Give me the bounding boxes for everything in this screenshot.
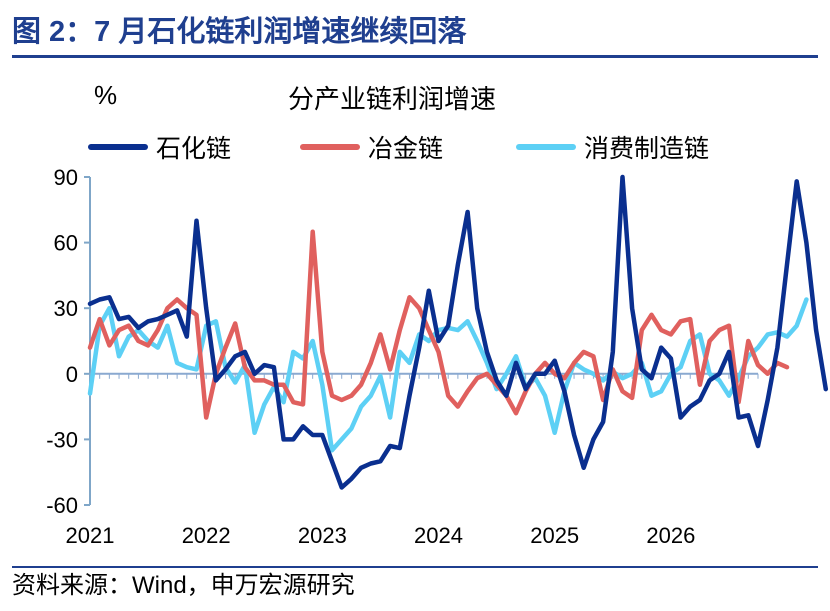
chart-title: 分产业链利润增速 [288,84,497,114]
x-tick-label: 2024 [414,523,463,548]
y-tick-label: 90 [54,165,78,190]
y-tick-label: 30 [54,296,78,321]
y-tick-label: 0 [66,362,78,387]
series-line-petrochemical [87,174,829,490]
legend-item-petrochemical: 石化链 [88,130,231,164]
x-tick-label: 2026 [646,523,695,548]
legend-swatch-consumer-manufacturing [516,144,576,150]
x-tick-label: 2023 [298,523,347,548]
y-axis-unit: % [94,80,118,110]
x-tick-label: 2022 [182,523,231,548]
y-tick-label: 60 [54,231,78,256]
series-line-metallurgy [87,229,790,420]
legend-label-petrochemical: 石化链 [156,135,232,163]
legend-label-consumer-manufacturing: 消费制造链 [584,135,710,163]
legend-swatch-petrochemical [88,144,148,150]
line-chart: 90 60 30 0 -30 -60 2021 2022 2023 2024 2025 2026 [46,165,829,548]
legend-swatch-metallurgy [300,144,360,150]
legend-item-metallurgy: 冶金链 [300,130,443,164]
legend-item-consumer-manufacturing: 消费制造链 [516,130,709,164]
figure-title: 图 2：7 月石化链利润增速继续回落 [12,10,818,58]
y-tick-label: -30 [46,427,78,452]
x-tick-label: 2025 [530,523,579,548]
y-tick-label: -60 [46,493,78,518]
source-note: 资料来源：Wind，申万宏源研究 [12,566,818,606]
legend: 石化链 冶金链 消费制造链 [88,130,808,164]
x-tick-label: 2021 [66,523,115,548]
legend-label-metallurgy: 冶金链 [368,135,444,163]
